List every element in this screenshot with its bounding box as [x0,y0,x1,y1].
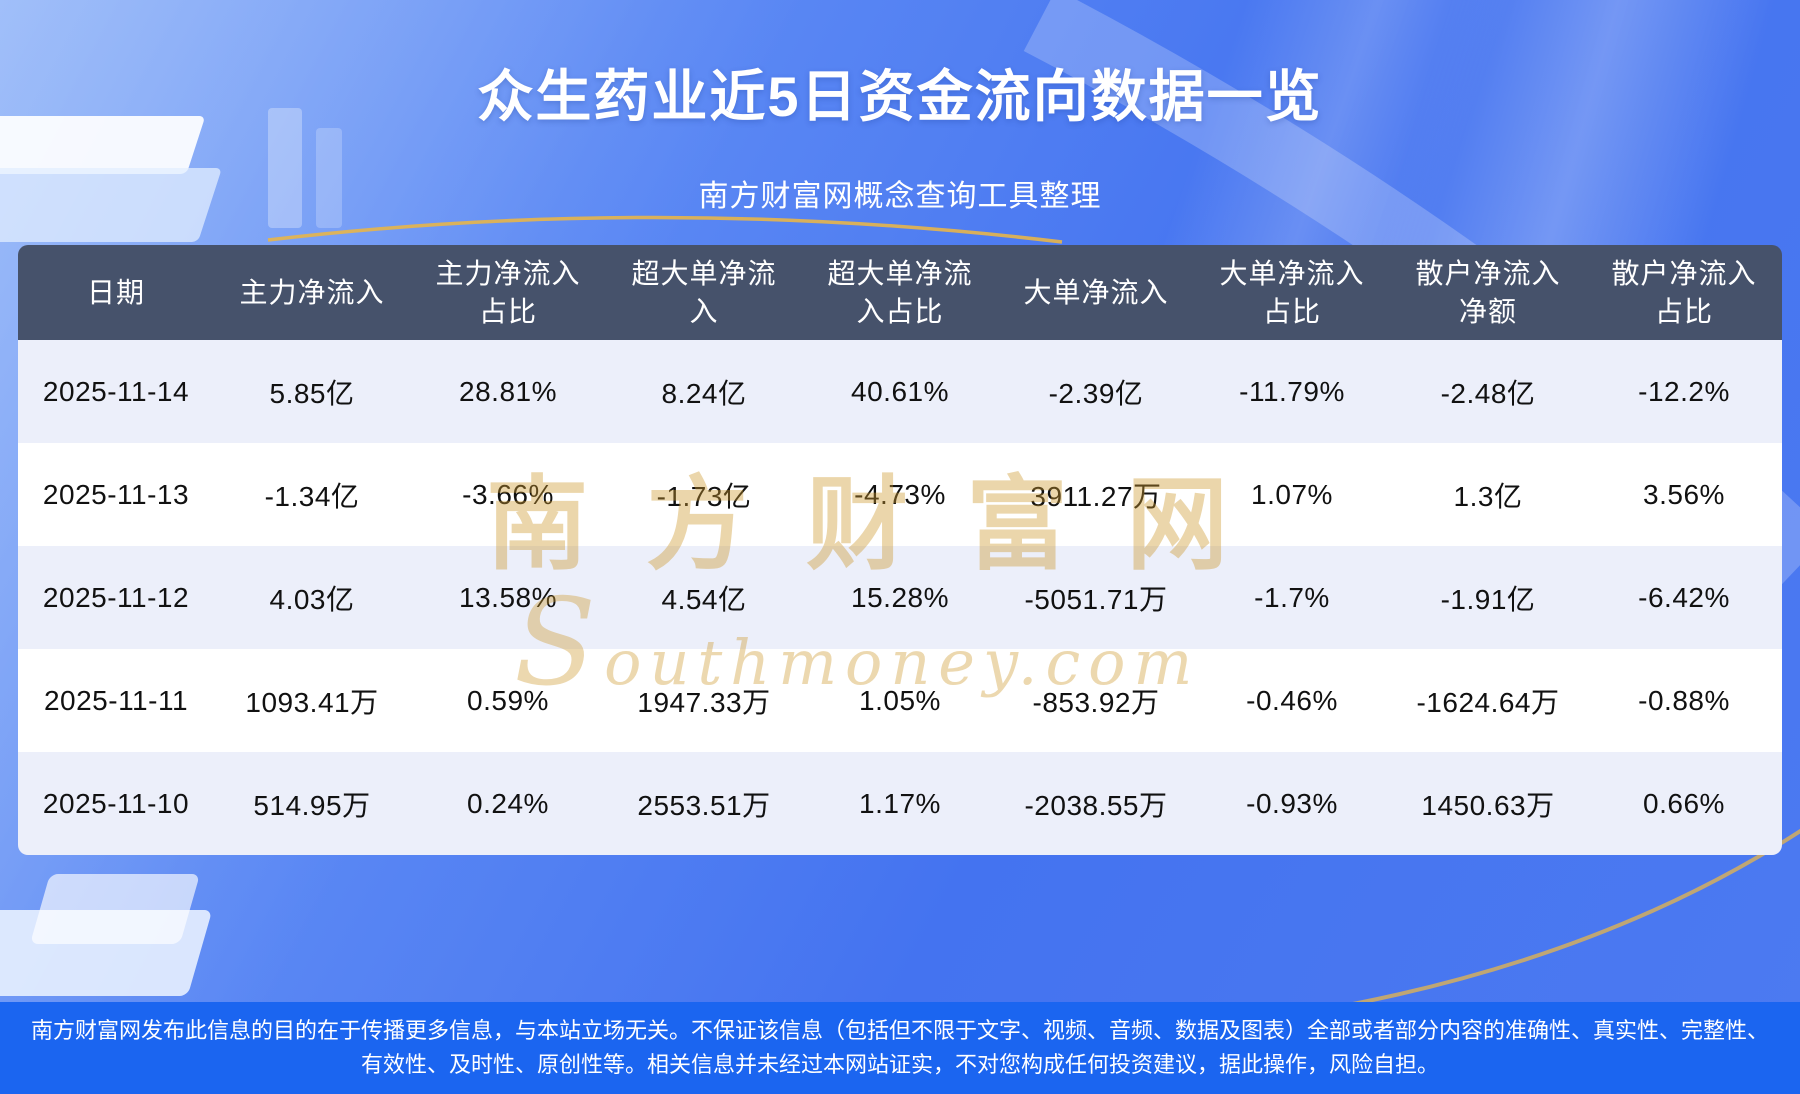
table-header-row: 日期 主力净流入 主力净流入 占比 超大单净流 入超大单净流 入占比 大单净流入 大单净流… [18,245,1782,340]
value-cell: 1.05% [802,649,998,752]
column-header: 散户净流入 占比 [1586,245,1782,340]
value-cell: -3.66% [410,443,606,546]
value-cell: 0.59% [410,649,606,752]
value-cell: -2038.55万 [998,752,1194,855]
value-cell: -0.93% [1194,752,1390,855]
value-cell: 0.66% [1586,752,1782,855]
value-cell: -2.48亿 [1390,340,1586,443]
value-cell: 1093.41万 [214,649,410,752]
value-cell: 8.24亿 [606,340,802,443]
disclaimer-bar: 南方财富网发布此信息的目的在于传播更多信息，与本站立场无关。不保证该信息（包括但… [0,1002,1800,1094]
value-cell: -5051.71万 [998,546,1194,649]
table-row: 2025-11-12 4.03亿 13.58% 4.54亿 15.28% -5051.71… [18,546,1782,649]
value-cell: 4.03亿 [214,546,410,649]
value-cell: -4.73% [802,443,998,546]
value-cell: -0.88% [1586,649,1782,752]
fund-flow-table-wrap: 日期 主力净流入 主力净流入 占比 超大单净流 入超大单净流 入占比 大单净流入 大单净流… [18,245,1782,855]
page-subtitle: 南方财富网概念查询工具整理 [698,180,1102,213]
disclaimer-text: 南方财富网发布此信息的目的在于传播更多信息，与本站立场无关。不保证该信息（包括但… [30,1017,1769,1077]
value-cell: 15.28% [802,546,998,649]
column-header: 大单净流入 [998,245,1194,340]
date-cell: 2025-11-14 [18,340,214,443]
value-cell: 1.07% [1194,443,1390,546]
value-cell: -1.7% [1194,546,1390,649]
table-body: 2025-11-14 5.85亿 28.81% 8.24亿 40.61% -2.39亿 -1… [18,340,1782,855]
value-cell: -1.34亿 [214,443,410,546]
value-cell: 0.24% [410,752,606,855]
column-header: 主力净流入 占比 [410,245,606,340]
value-cell: -12.2% [1586,340,1782,443]
value-cell: 13.58% [410,546,606,649]
value-cell: 3911.27万 [998,443,1194,546]
column-header: 日期 [18,245,214,340]
table-row: 2025-11-10 514.95万 0.24% 2553.51万 1.17% -2038… [18,752,1782,855]
value-cell: 1947.33万 [606,649,802,752]
value-cell: 40.61% [802,340,998,443]
column-header: 散户净流入 净额 [1390,245,1586,340]
page-title: 众生药业近5日资金流向数据一览 [477,65,1323,128]
value-cell: -1.73亿 [606,443,802,546]
value-cell: 1.17% [802,752,998,855]
value-cell: 3.56% [1586,443,1782,546]
column-header: 超大单净流 入占比 [802,245,998,340]
date-cell: 2025-11-12 [18,546,214,649]
value-cell: 2553.51万 [606,752,802,855]
table-row: 2025-11-11 1093.41万 0.59% 1947.33万 1.05% -853… [18,649,1782,752]
value-cell: 514.95万 [214,752,410,855]
column-header: 主力净流入 [214,245,410,340]
value-cell: 1450.63万 [1390,752,1586,855]
table-row: 2025-11-13 -1.34亿 -3.66% -1.73亿 -4.73% 3911.2… [18,443,1782,546]
value-cell: -6.42% [1586,546,1782,649]
value-cell: -11.79% [1194,340,1390,443]
value-cell: -0.46% [1194,649,1390,752]
value-cell: 5.85亿 [214,340,410,443]
column-header: 超大单净流 入 [606,245,802,340]
value-cell: -853.92万 [998,649,1194,752]
value-cell: 28.81% [410,340,606,443]
header: 众生药业近5日资金流向数据一览 南方财富网概念查询工具整理 [0,0,1800,215]
value-cell: 4.54亿 [606,546,802,649]
date-cell: 2025-11-10 [18,752,214,855]
value-cell: -1624.64万 [1390,649,1586,752]
date-cell: 2025-11-13 [18,443,214,546]
value-cell: -2.39亿 [998,340,1194,443]
date-cell: 2025-11-11 [18,649,214,752]
table-row: 2025-11-14 5.85亿 28.81% 8.24亿 40.61% -2.39亿 -1… [18,340,1782,443]
column-header: 大单净流入 占比 [1194,245,1390,340]
value-cell: -1.91亿 [1390,546,1586,649]
fund-flow-table: 日期 主力净流入 主力净流入 占比 超大单净流 入超大单净流 入占比 大单净流入 大单净流… [18,245,1782,855]
value-cell: 1.3亿 [1390,443,1586,546]
